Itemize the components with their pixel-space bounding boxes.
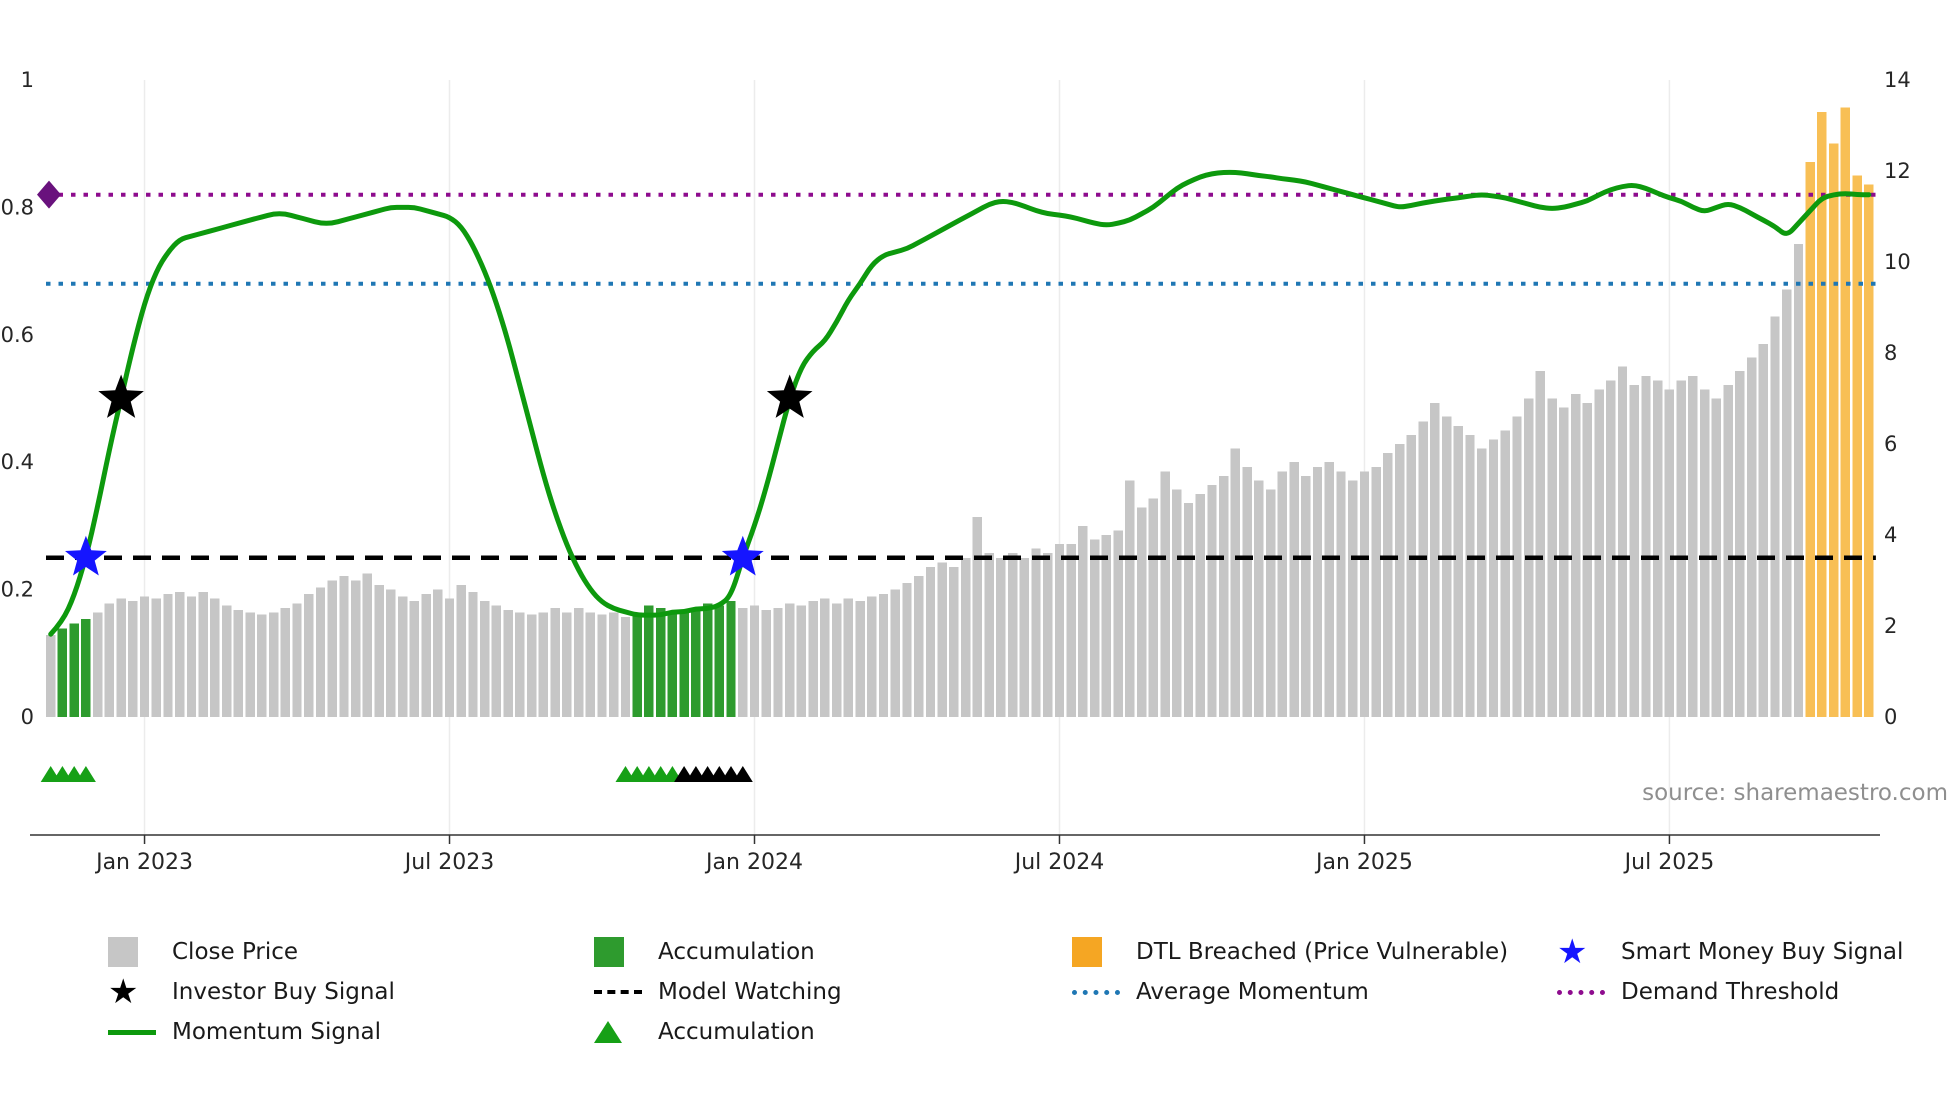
- smart-money-buy-signal-star: [65, 535, 107, 576]
- accumulation-triangle-icon: [594, 1021, 658, 1043]
- legend-accumulation-bar: Accumulation: [594, 932, 842, 972]
- legend-label: Accumulation: [658, 939, 815, 965]
- legend-column-2: Accumulation Model Watching Accumulation: [594, 932, 842, 1052]
- momentum-line-swatch: [108, 1029, 172, 1035]
- x-tick-labels: Jan 2023 Jul 2023 Jan 2024 Jul 2024 Jan 2025…: [94, 835, 1714, 875]
- legend-smart-money-buy-signal: ★ Smart Money Buy Signal: [1557, 932, 1903, 972]
- svg-text:10: 10: [1884, 250, 1911, 274]
- momentum-signal-line: [48, 169, 1872, 637]
- legend-model-watching: Model Watching: [594, 972, 842, 1012]
- svg-text:8: 8: [1884, 341, 1897, 365]
- demand-threshold-marker: [37, 180, 61, 209]
- legend-label: Smart Money Buy Signal: [1621, 939, 1904, 965]
- svg-text:0: 0: [1884, 705, 1897, 729]
- svg-text:12: 12: [1884, 159, 1911, 183]
- legend-label: Average Momentum: [1136, 979, 1369, 1005]
- svg-text:Jan 2025: Jan 2025: [1314, 850, 1413, 875]
- svg-text:0: 0: [21, 705, 34, 729]
- svg-text:0.6: 0.6: [1, 323, 34, 347]
- y-left-tick-labels: 0 0.2 0.4 0.6 0.8 1: [1, 68, 34, 729]
- svg-text:0.4: 0.4: [1, 450, 34, 474]
- svg-text:1: 1: [21, 68, 34, 92]
- smart-money-star-icon: ★: [1557, 932, 1588, 972]
- legend-close-price: Close Price: [108, 932, 395, 972]
- dtl-swatch: [1072, 937, 1136, 967]
- demand-threshold-line-swatch: [1557, 989, 1621, 995]
- legend-label: DTL Breached (Price Vulnerable): [1136, 939, 1509, 965]
- accumulation-marker: [75, 766, 96, 782]
- legend-accumulation-marker: Accumulation: [594, 1012, 842, 1052]
- svg-text:Jul 2024: Jul 2024: [1013, 850, 1105, 875]
- svg-text:14: 14: [1884, 68, 1911, 92]
- investor-buy-signal-star: [98, 374, 144, 418]
- accumulation-swatch: [594, 937, 658, 967]
- svg-text:Jan 2024: Jan 2024: [704, 850, 803, 875]
- legend-column-4: ★ Smart Money Buy Signal Demand Threshol…: [1557, 932, 1903, 1012]
- legend-label: Close Price: [172, 939, 299, 965]
- svg-text:Jan 2023: Jan 2023: [94, 850, 193, 875]
- svg-text:Jul 2023: Jul 2023: [403, 850, 495, 875]
- y-right-tick-labels: 0 2 4 6 8 10 12 14: [1884, 68, 1911, 729]
- close-price-swatch: [108, 937, 172, 967]
- legend-label: Model Watching: [658, 979, 842, 1005]
- svg-text:2: 2: [1884, 614, 1897, 638]
- investor-star-icon: ★: [108, 972, 139, 1012]
- legend-momentum-signal: Momentum Signal: [108, 1012, 395, 1052]
- svg-text:4: 4: [1884, 523, 1897, 547]
- legend-dtl-breached: DTL Breached (Price Vulnerable): [1072, 932, 1508, 972]
- price-momentum-chart: Jan 2023 Jul 2023 Jan 2024 Jul 2024 Jan 2025…: [1, 68, 1911, 875]
- legend-label: Accumulation: [658, 1019, 815, 1045]
- legend-label: Momentum Signal: [172, 1019, 382, 1045]
- accumulation-marker-black: [732, 766, 753, 782]
- svg-text:6: 6: [1884, 432, 1897, 456]
- model-watching-line-swatch: [594, 990, 658, 994]
- average-momentum-line-swatch: [1072, 989, 1136, 995]
- legend-investor-buy-signal: ★ Investor Buy Signal: [108, 972, 395, 1012]
- legend-label: Investor Buy Signal: [172, 979, 395, 1005]
- legend-average-momentum: Average Momentum: [1072, 972, 1508, 1012]
- legend-column-3: DTL Breached (Price Vulnerable) Average …: [1072, 932, 1508, 1012]
- svg-text:Jul 2025: Jul 2025: [1623, 850, 1715, 875]
- svg-text:0.2: 0.2: [1, 578, 34, 602]
- legend-label: Demand Threshold: [1621, 979, 1840, 1005]
- legend-demand-threshold: Demand Threshold: [1557, 972, 1903, 1012]
- svg-text:0.8: 0.8: [1, 195, 34, 219]
- legend-column-1: Close Price ★ Investor Buy Signal Moment…: [108, 932, 395, 1052]
- smart-money-buy-signal-star: [721, 535, 764, 576]
- close-price-bars: [46, 107, 1874, 718]
- source-note: source: sharemaestro.com: [1642, 780, 1948, 806]
- investor-buy-signal-star: [766, 374, 813, 418]
